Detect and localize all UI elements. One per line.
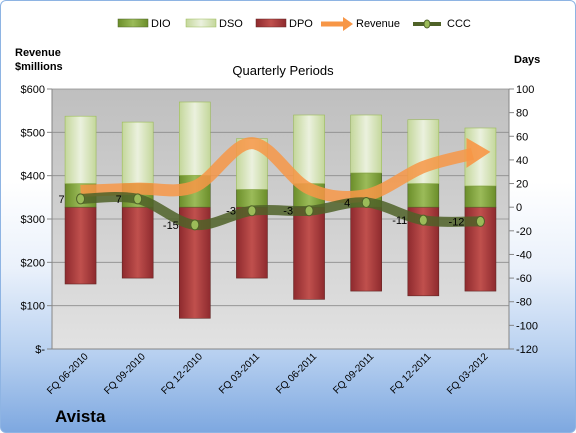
right-tick-label: -20 <box>516 226 532 238</box>
bar-dio <box>407 183 440 208</box>
bar-dso <box>350 114 382 174</box>
left-tick-label: $400 <box>21 171 45 183</box>
left-axis-title-line1: Revenue <box>15 47 61 59</box>
ccc-marker <box>304 205 314 217</box>
x-tick-label: FQ 12-2010 <box>159 351 205 397</box>
ccc-marker <box>247 205 257 217</box>
legend-swatch-revenue <box>321 17 353 31</box>
bar-dpo <box>350 206 382 292</box>
ccc-data-label: -15 <box>163 220 179 232</box>
ccc-marker <box>76 193 86 205</box>
right-tick-label: -60 <box>516 273 532 285</box>
ccc-marker <box>190 219 200 231</box>
bar-dpo <box>64 206 97 285</box>
legend: DIO DSO DPO Revenue CCC <box>117 17 471 31</box>
bar-dso <box>179 101 211 176</box>
revenue-series <box>80 137 491 203</box>
ccc-marker <box>475 215 485 227</box>
revenue-line <box>80 137 474 203</box>
ccc-data-label: -11 <box>392 215 407 227</box>
ccc-data-label: 7 <box>58 194 64 206</box>
bar-dio <box>236 189 268 208</box>
right-axis-ticks: -120 -100 -80 -60 -40 -20 0 20 40 60 80 100 <box>509 84 538 356</box>
right-tick-label: 40 <box>516 155 528 167</box>
legend-label-dpo: DPO <box>289 18 313 30</box>
left-axis-title-line2: $millions <box>15 61 63 73</box>
x-tick-label: FQ 06-2011 <box>274 351 319 396</box>
chart-title: Quarterly Periods <box>232 63 334 78</box>
bar-dio <box>464 185 497 208</box>
legend-label-ccc: CCC <box>447 18 471 30</box>
legend-label-dso: DSO <box>219 18 243 30</box>
x-axis-ticks: FQ 06-2010 FQ 09-2010 FQ 12-2010 FQ 03-2011… <box>45 351 491 397</box>
right-tick-label: 100 <box>516 84 534 96</box>
ccc-data-label: -3 <box>283 206 293 218</box>
company-name: Avista <box>55 407 106 426</box>
right-tick-label: 60 <box>516 131 528 143</box>
ccc-marker <box>361 196 371 208</box>
x-tick-label: FQ 06-2010 <box>45 351 91 397</box>
x-tick-label: FQ 12-2011 <box>388 351 433 396</box>
right-tick-label: -120 <box>516 344 538 356</box>
bar-dso <box>121 121 154 184</box>
right-tick-label: 80 <box>516 108 528 120</box>
ccc-data-label: 7 <box>116 194 122 206</box>
right-tick-label: -40 <box>516 249 532 261</box>
ccc-data-label: -12 <box>449 216 465 228</box>
bar-dso <box>64 115 97 184</box>
right-tick-label: 20 <box>516 179 528 191</box>
legend-label-revenue: Revenue <box>356 18 400 30</box>
left-tick-label: $300 <box>21 214 45 226</box>
legend-swatch-dso <box>185 18 217 28</box>
ccc-marker <box>418 214 428 226</box>
right-tick-label: -100 <box>516 320 538 332</box>
legend-swatch-ccc <box>413 19 441 29</box>
bar-dpo <box>236 206 268 279</box>
bar-dpo <box>293 206 325 300</box>
right-tick-label: 0 <box>516 202 522 214</box>
x-tick-label: FQ 09-2010 <box>102 351 148 397</box>
left-tick-label: $100 <box>21 301 45 313</box>
left-tick-label: $600 <box>21 84 45 96</box>
left-tick-label: $500 <box>21 127 45 139</box>
revenue-arrowhead <box>466 137 491 168</box>
right-tick-label: -80 <box>516 297 532 309</box>
left-tick-label: $200 <box>21 257 45 269</box>
bar-dso <box>293 114 325 184</box>
legend-swatch-dpo <box>255 18 287 28</box>
x-tick-label: FQ 03-2011 <box>217 351 262 396</box>
right-axis-title: Days <box>514 54 540 66</box>
ccc-data-label: -3 <box>226 206 236 218</box>
x-tick-label: FQ 09-2011 <box>331 351 376 396</box>
x-tick-label: FQ 03-2012 <box>445 351 491 397</box>
ccc-series: 7 7 -15 -3 -3 4 -11 -12 <box>58 192 485 232</box>
ccc-data-label: 4 <box>344 197 350 209</box>
left-axis-ticks: $- $100 $200 $300 $400 $500 $600 <box>21 84 52 356</box>
ccc-line <box>80 192 481 230</box>
legend-swatch-dio <box>117 18 149 28</box>
left-tick-label: $- <box>35 344 45 356</box>
bar-dpo <box>121 206 154 279</box>
ccc-marker <box>133 193 143 205</box>
legend-label-dio: DIO <box>151 18 171 30</box>
